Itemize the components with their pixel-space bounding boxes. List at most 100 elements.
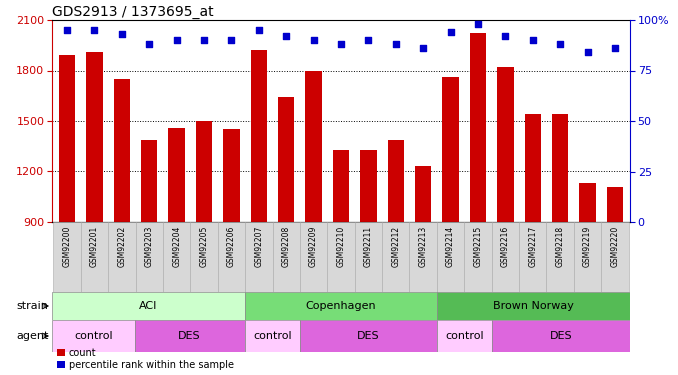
Text: ACI: ACI (139, 301, 157, 311)
Point (117, 31, 127, 37)
Bar (245, 292, 437, 320)
Bar (273, 222, 300, 292)
Bar (360, 150, 376, 222)
Bar (437, 292, 630, 320)
Bar (579, 183, 596, 222)
Bar (497, 67, 513, 222)
Bar (108, 222, 136, 292)
Bar (163, 222, 191, 292)
Text: GSM92207: GSM92207 (254, 225, 263, 267)
Bar (410, 222, 437, 292)
Bar (437, 320, 492, 352)
Bar (114, 79, 130, 222)
Bar (442, 77, 459, 222)
Point (555, 41, 565, 47)
Bar (470, 33, 486, 222)
Point (226, 37, 237, 43)
Text: GSM92210: GSM92210 (336, 225, 346, 267)
Point (363, 37, 374, 43)
Bar (141, 140, 157, 222)
Bar (519, 222, 546, 292)
Bar (52, 320, 134, 352)
Point (281, 33, 292, 39)
Bar (59, 56, 75, 222)
Bar (327, 222, 355, 292)
Point (62, 27, 73, 33)
Legend: count, percentile rank within the sample: count, percentile rank within the sample (57, 348, 233, 370)
Text: control: control (253, 331, 292, 341)
Text: DES: DES (357, 331, 380, 341)
Bar (223, 129, 239, 222)
Text: control: control (445, 331, 484, 341)
Bar (54, 222, 81, 292)
Bar (218, 222, 245, 292)
Text: GSM92219: GSM92219 (583, 225, 592, 267)
Text: GSM92215: GSM92215 (473, 225, 483, 267)
Bar (305, 70, 322, 222)
Bar (168, 128, 185, 222)
Text: GSM92206: GSM92206 (227, 225, 236, 267)
Text: GSM92203: GSM92203 (144, 225, 154, 267)
Bar (607, 187, 623, 222)
Bar (251, 50, 267, 222)
Bar (415, 166, 431, 222)
Text: GSM92216: GSM92216 (501, 225, 510, 267)
Bar (525, 114, 541, 222)
Text: strain: strain (17, 301, 49, 311)
Text: GDS2913 / 1373695_at: GDS2913 / 1373695_at (52, 5, 214, 19)
Bar (552, 114, 568, 222)
Bar (437, 222, 464, 292)
Text: GSM92211: GSM92211 (364, 225, 373, 267)
Bar (574, 222, 601, 292)
Text: GSM92205: GSM92205 (199, 225, 209, 267)
Bar (191, 222, 218, 292)
Text: GSM92214: GSM92214 (446, 225, 455, 267)
Point (308, 37, 319, 43)
Text: DES: DES (178, 331, 201, 341)
Bar (278, 98, 294, 222)
Point (172, 37, 182, 43)
Text: GSM92209: GSM92209 (309, 225, 318, 267)
Point (254, 27, 264, 33)
Point (418, 45, 428, 51)
Text: GSM92201: GSM92201 (90, 225, 99, 267)
Text: GSM92208: GSM92208 (282, 225, 291, 267)
Text: GSM92213: GSM92213 (419, 225, 428, 267)
Text: Copenhagen: Copenhagen (306, 301, 376, 311)
Text: GSM92200: GSM92200 (62, 225, 72, 267)
Point (527, 37, 538, 43)
Bar (300, 320, 437, 352)
Bar (546, 222, 574, 292)
Bar (300, 222, 327, 292)
Point (445, 29, 456, 35)
Point (144, 41, 155, 47)
Text: GSM92204: GSM92204 (172, 225, 181, 267)
Point (500, 33, 511, 39)
Text: control: control (74, 331, 113, 341)
Text: Brown Norway: Brown Norway (493, 301, 574, 311)
Bar (464, 222, 492, 292)
Bar (245, 320, 300, 352)
Bar (134, 320, 245, 352)
Point (610, 45, 620, 51)
Bar (382, 222, 410, 292)
Bar (492, 320, 630, 352)
Text: GSM92218: GSM92218 (556, 225, 565, 267)
Bar (245, 222, 273, 292)
Bar (86, 52, 102, 222)
Bar (492, 222, 519, 292)
Bar (52, 292, 245, 320)
Bar (601, 222, 629, 292)
Point (336, 41, 346, 47)
Text: GSM92220: GSM92220 (610, 225, 620, 267)
Bar (388, 140, 404, 222)
Point (89, 27, 100, 33)
Point (582, 50, 593, 55)
Point (391, 41, 401, 47)
Text: GSM92212: GSM92212 (391, 225, 400, 267)
Text: GSM92217: GSM92217 (528, 225, 537, 267)
Point (473, 21, 483, 27)
Point (199, 37, 210, 43)
Bar (333, 150, 349, 222)
Text: DES: DES (550, 331, 572, 341)
